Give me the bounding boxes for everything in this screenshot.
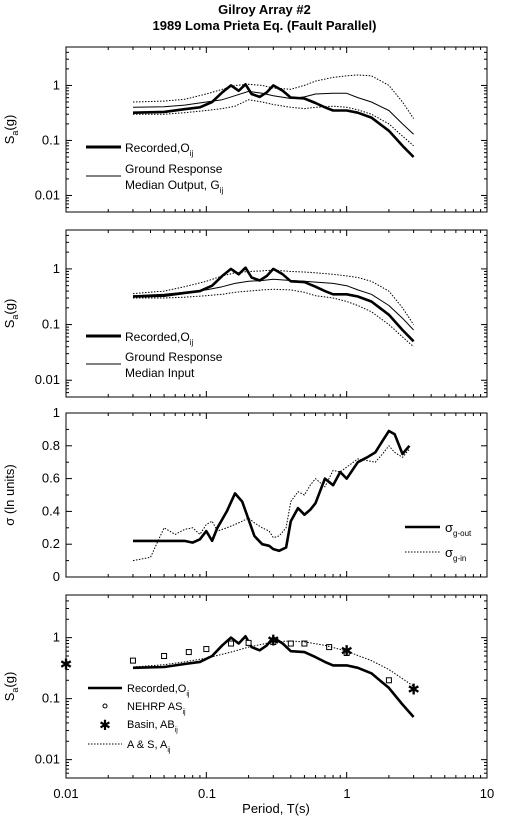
series-line-g-in — [132, 445, 410, 562]
marker-nehrp — [245, 639, 252, 646]
marker-nehrp — [161, 653, 168, 659]
legend-panel-3: σg-out σg-in — [405, 520, 472, 563]
y-axis-label: σ (ln units) — [2, 464, 17, 525]
marker-nehrp — [203, 646, 210, 653]
x-tick-label-0.1: 0.1 — [198, 786, 216, 801]
y-tick-label: 1 — [53, 405, 60, 420]
y-tick-label: 0.01 — [35, 187, 60, 202]
marker-basin: ✱ — [60, 657, 73, 674]
plot-frame — [65, 46, 488, 213]
legend-label-recorded: Recorded,Oij — [125, 141, 193, 158]
y-axis-label: Sa(g) — [2, 672, 20, 702]
series-line-recorded-oij — [132, 634, 415, 718]
legend-label-gr-line2: Median Input — [125, 366, 195, 380]
x-tick-label-0.01: 0.01 — [53, 786, 78, 801]
chart-panel-1: 0.01 0.1 1 Sa(g) — [2, 46, 488, 213]
title-line-1: Gilroy Array #2 — [218, 2, 311, 17]
legend-label-recorded: Recorded,Oij — [125, 330, 193, 347]
figure-title: Gilroy Array #2 1989 Loma Prieta Eq. (Fa… — [0, 2, 529, 34]
plot-frame — [65, 229, 488, 398]
x-axis-label: Period, T(s) — [242, 801, 310, 816]
legend-label-gr-line2: Median Output, Gij — [125, 178, 223, 195]
marker-nehrp — [228, 640, 235, 647]
series-line-ground-response-median-input — [132, 278, 414, 331]
marker-basin: ✱ — [340, 643, 353, 660]
plot-frame — [65, 594, 488, 779]
legend-label-gr-line1: Ground Response — [125, 350, 223, 364]
legend-label-nehrp: NEHRP ASij — [127, 701, 186, 716]
marker-nehrp — [287, 640, 294, 647]
series-line-ground-response-median-output-gij — [132, 90, 414, 135]
y-tick-label: 0.2 — [42, 536, 60, 551]
y-tick-label: 0.01 — [35, 372, 60, 387]
y-tick-label: 0.4 — [42, 503, 60, 518]
series-line-ground-response-1-sigma — [133, 99, 414, 147]
x-tick-label-1: 1 — [343, 786, 350, 801]
series-line-input-1-sigma — [133, 288, 414, 348]
marker-nehrp — [301, 640, 308, 647]
y-tick-label: 1 — [53, 77, 60, 92]
chart-panel-2: 0.01 0.1 1 Sa(g) — [2, 229, 488, 398]
marker-nehrp — [129, 657, 136, 664]
legend-marker-basin: ✱ — [99, 717, 111, 733]
marker-basin: ✱ — [267, 632, 280, 649]
y-tick-label: 0.6 — [42, 471, 60, 486]
series-line-g-out — [133, 429, 411, 553]
marker-nehrp — [185, 649, 192, 656]
legend-label-basin: Basin, ABij — [127, 719, 178, 734]
legend-panel-2: Recorded,Oij Ground Response Median Inpu… — [86, 330, 223, 380]
legend-label-sigma-out: σg-out — [445, 520, 472, 538]
y-axis-label: Sa(g) — [2, 115, 20, 145]
chart-panel-3: 0 0.2 0.4 0.6 0.8 1 σ (ln units) — [2, 405, 488, 584]
y-tick-label: 0.1 — [42, 691, 60, 706]
legend-panel-1: Recorded,Oij Ground Response Median Outp… — [86, 141, 223, 195]
marker-nehrp — [343, 649, 350, 656]
series-line-input-1-sigma — [132, 269, 415, 325]
y-tick-label: 0.8 — [42, 438, 60, 453]
y-tick-label: 0.1 — [42, 132, 60, 147]
legend-label-recorded: Recorded,Oij — [127, 683, 190, 698]
legend-label-as: A & S, Aij — [127, 739, 171, 754]
legend-label-sigma-in: σg-in — [445, 545, 466, 563]
marker-nehrp — [385, 677, 392, 684]
chart-panels: 0.01 0.1 1 Sa(g) 0.01 0.1 1 Sa(g) 0 0.2 0.4 0.6 0.8 1… — [2, 46, 488, 779]
legend-label-gr-line1: Ground Response — [125, 162, 223, 176]
series-line-recorded-oij — [132, 266, 415, 343]
title-line-2: 1989 Loma Prieta Eq. (Fault Parallel) — [152, 18, 377, 33]
y-axis-label: Sa(g) — [2, 299, 20, 329]
y-tick-label: 1 — [53, 261, 60, 276]
series-line-ground-response-1-sigma — [132, 74, 415, 119]
legend-marker-nehrp — [102, 703, 108, 709]
y-tick-label: 0 — [53, 569, 60, 584]
y-tick-label: 1 — [53, 630, 60, 645]
legend-panel-4: Recorded,Oij NEHRP ASij ✱ Basin, ABij A … — [88, 683, 190, 754]
marker-basin: ✱ — [407, 682, 420, 699]
y-tick-label: 0.1 — [42, 317, 60, 332]
chart-panel-4: 0.01 0.1 1 Sa(g) ✱ ✱ ✱ ✱ — [2, 594, 488, 779]
y-tick-label: 0.01 — [35, 752, 60, 767]
x-tick-label-10: 10 — [480, 786, 494, 801]
series-line-recorded-oij — [132, 83, 415, 158]
